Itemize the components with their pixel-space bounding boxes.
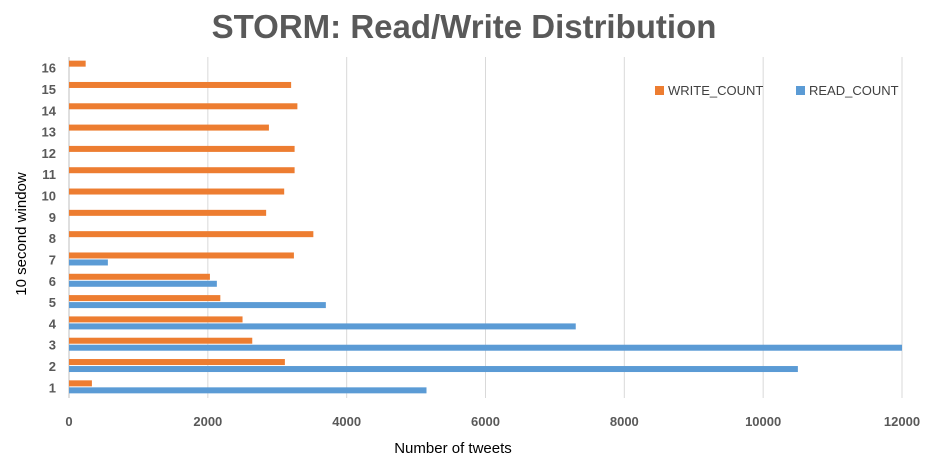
bar-write-count [69,337,253,344]
legend-label: WRITE_COUNT [668,83,763,98]
bar-write-count [69,231,314,238]
y-tick-label: 5 [49,295,56,310]
bar-write-count [69,380,92,387]
y-tick-label: 9 [49,210,56,225]
bar-read-count [69,344,902,351]
y-tick-label: 4 [49,316,57,331]
y-tick-label: 12 [42,146,56,161]
bar-write-count [69,188,285,195]
bar-write-count [69,103,298,110]
bar-read-count [69,259,108,266]
bar-write-count [69,167,295,174]
x-tick-label: 6000 [471,414,500,429]
x-tick-label: 8000 [610,414,639,429]
bar-write-count [69,124,269,131]
y-tick-label: 15 [42,82,56,97]
bar-write-count [69,316,243,323]
y-tick-label: 7 [49,252,56,267]
bar-write-count [69,81,292,88]
y-tick-label: 1 [49,380,56,395]
x-tick-label: 10000 [745,414,781,429]
y-tick-label: 11 [42,167,56,182]
bars-layer [69,60,902,394]
y-tick-label: 10 [42,189,56,204]
bar-write-count [69,273,210,280]
chart-title: STORM: Read/Write Distribution [212,8,717,45]
legend-swatch [655,86,664,95]
y-tick-label: 8 [49,231,56,246]
y-axis-label: 10 second window [13,172,30,296]
x-tick-label: 2000 [193,414,222,429]
bar-read-count [69,302,326,309]
x-tick-labels: 0 2000 4000 6000 8000 10000 12000 [65,414,920,429]
legend-swatch [796,86,805,95]
bar-write-count [69,295,221,302]
bar-write-count [69,209,267,216]
bar-write-count [69,252,294,259]
y-tick-label: 2 [49,359,56,374]
legend-label: READ_COUNT [809,83,899,98]
y-tick-label: 14 [42,103,57,118]
x-tick-label: 0 [65,414,72,429]
x-axis-label: Number of tweets [394,440,512,457]
y-tick-label: 16 [42,61,56,76]
bar-read-count [69,323,576,330]
legend: WRITE_COUNT READ_COUNT [655,83,899,98]
x-tick-label: 4000 [332,414,361,429]
x-tick-label: 12000 [884,414,920,429]
bar-read-count [69,366,798,373]
bar-read-count [69,280,217,287]
bar-read-count [69,387,427,394]
grid-layer [68,57,903,398]
bar-write-count [69,145,295,152]
bar-write-count [69,359,285,366]
bar-write-count [69,60,86,67]
y-tick-label: 3 [49,338,56,353]
y-tick-label: 6 [49,274,56,289]
y-tick-label: 13 [42,125,56,140]
